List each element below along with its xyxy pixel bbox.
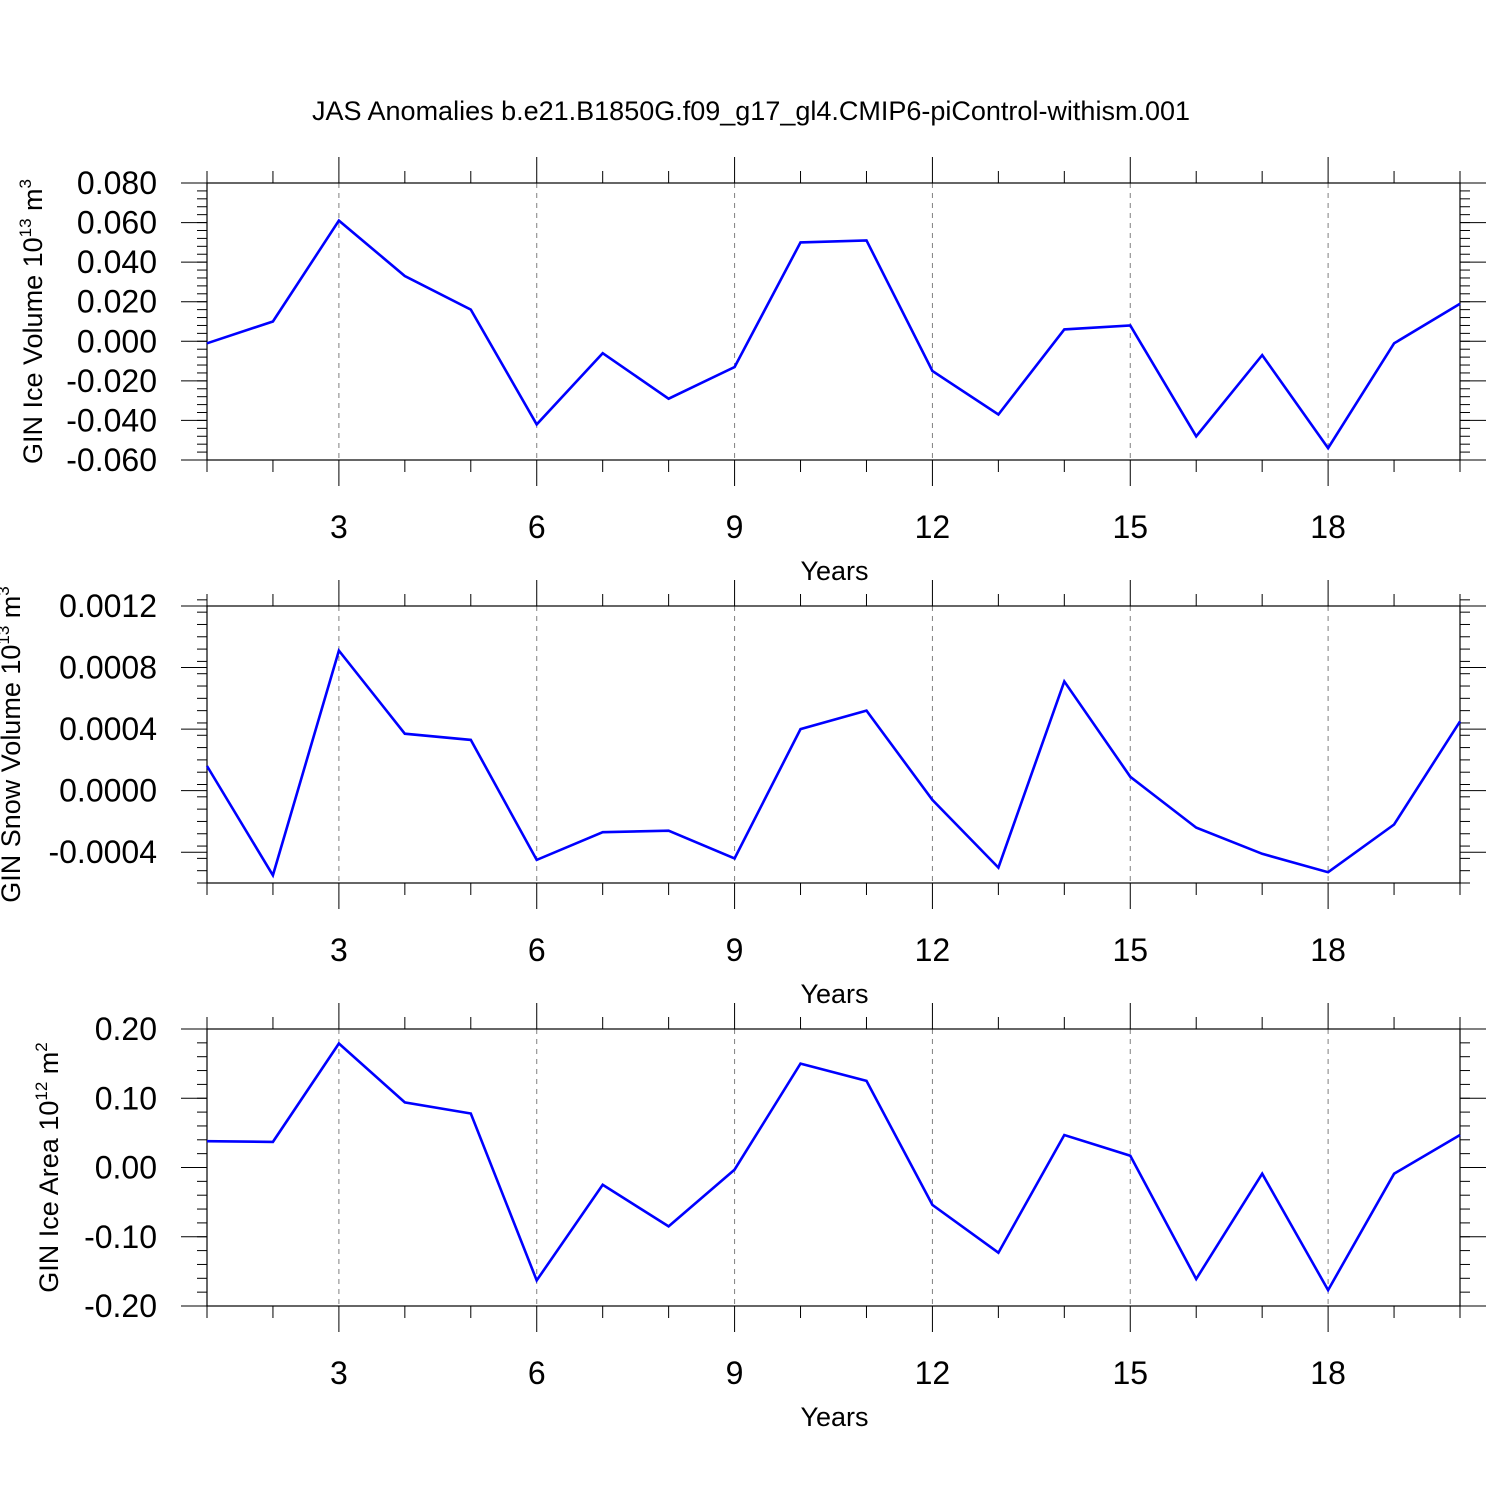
x-tick-label: 15 [1112,1355,1148,1391]
x-tick-label: 15 [1112,509,1148,545]
y-tick-label: 0.020 [77,284,157,320]
y-tick-label: -0.020 [66,363,157,399]
y-tick-label: -0.0004 [48,834,157,870]
y-axis-label-superscript: 12 [32,1082,51,1101]
x-axis-label: Years [800,1402,868,1432]
x-tick-label: 18 [1310,1355,1346,1391]
y-tick-label: -0.040 [66,402,157,438]
x-tick-label: 12 [915,932,951,968]
x-tick-label: 6 [528,932,546,968]
y-axis-label-superscript: 3 [16,179,35,188]
y-tick-label: -0.20 [84,1288,157,1324]
y-axis-label-superscript: 13 [16,218,35,237]
y-axis-label: GIN Ice Volume 1013 m3 [16,179,48,464]
y-tick-label: 0.0000 [59,773,157,809]
y-tick-label: 0.060 [77,205,157,241]
x-tick-label: 6 [528,509,546,545]
x-axis-label: Years [800,556,868,586]
x-tick-label: 9 [726,509,744,545]
y-axis-label-text: GIN Ice Area 10 [34,1101,64,1293]
y-tick-label: 0.00 [95,1150,157,1186]
series-line [206,218,1461,451]
y-axis-label-superscript: 2 [32,1042,51,1051]
y-tick-label: 0.0012 [59,588,157,624]
y-axis-label: GIN Ice Area 1012 m2 [32,1042,64,1293]
y-tick-label: 0.040 [77,244,157,280]
x-tick-label: 12 [915,509,951,545]
y-axis-label: GIN Snow Volume 1013 m3 [0,586,26,903]
series-line [206,1041,1461,1293]
x-tick-label: 18 [1310,509,1346,545]
panel-2: 0.0012 0.0008 0.0004 0.0000 -0.0004 3 6 9 12 15 18… [0,580,1486,1009]
x-tick-label: 9 [726,932,744,968]
x-tick-label: 15 [1112,932,1148,968]
y-axis-label-text: GIN Ice Volume 10 [18,237,48,464]
y-axis-label-superscript: 13 [0,626,13,645]
y-tick-label: -0.060 [66,442,157,478]
series-line [205,647,1462,879]
panel-3: 0.20 0.10 0.00 -0.10 -0.20 3 6 9 12 15 18 Years GIN … [32,1003,1486,1432]
plot-frame [206,1028,1461,1307]
x-tick-label: 9 [726,1355,744,1391]
y-tick-label: 0.080 [77,165,157,201]
y-tick-label: 0.0004 [59,711,157,747]
x-tick-label: 3 [330,509,348,545]
y-axis-label-text: GIN Snow Volume 10 [0,645,26,903]
x-axis-label: Years [800,979,868,1009]
y-tick-label: -0.10 [84,1219,157,1255]
y-axis-label-text: m [18,188,48,218]
plot-frame [206,182,1461,461]
x-tick-label: 3 [330,1355,348,1391]
y-tick-label: 0.0008 [59,650,157,686]
y-tick-label: 0.10 [95,1080,157,1116]
y-tick-label: 0.000 [77,323,157,359]
y-axis-label-text: m [0,596,26,626]
chart-title: JAS Anomalies b.e21.B1850G.f09_g17_gl4.C… [312,96,1190,126]
y-tick-label: 0.20 [95,1011,157,1047]
x-tick-label: 18 [1310,932,1346,968]
y-axis-label-superscript: 3 [0,586,13,595]
x-tick-label: 12 [915,1355,951,1391]
x-tick-label: 6 [528,1355,546,1391]
x-tick-label: 3 [330,932,348,968]
y-axis-label-text: m [34,1052,64,1082]
plot-frame [206,605,1461,884]
